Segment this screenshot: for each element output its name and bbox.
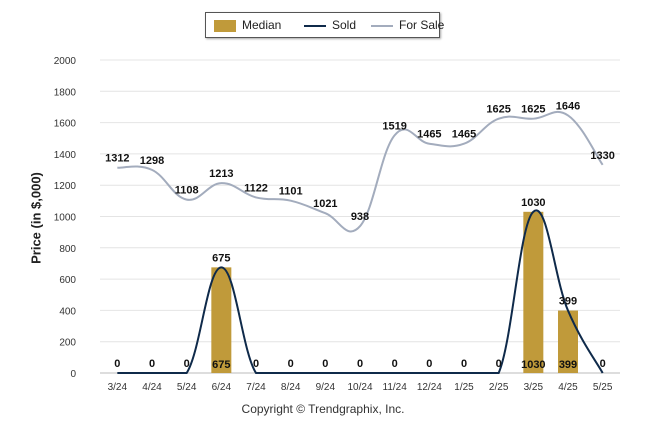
sold-data-label: 0 <box>496 358 502 370</box>
y-tick-label: 1800 <box>54 87 77 98</box>
x-tick-label: 11/24 <box>383 382 408 393</box>
y-tick-label: 2000 <box>54 56 77 67</box>
x-tick-label: 9/24 <box>316 382 336 393</box>
median-data-label: 399 <box>559 359 577 371</box>
sold-data-label: 0 <box>322 358 328 370</box>
x-tick-label: 3/24 <box>108 382 128 393</box>
sold-data-label: 399 <box>559 296 577 308</box>
legend-sold-label: Sold <box>332 18 357 32</box>
y-axis-label: Price (in $,000) <box>28 172 44 264</box>
forsale-data-label: 1021 <box>313 198 337 210</box>
x-tick-label: 4/25 <box>558 382 578 393</box>
y-tick-label: 400 <box>59 306 76 317</box>
x-tick-label: 8/24 <box>281 382 301 393</box>
forsale-data-label: 1213 <box>209 168 233 180</box>
forsale-data-label: 1519 <box>382 120 406 132</box>
sold-data-label: 0 <box>461 358 467 370</box>
x-tick-label: 4/24 <box>142 382 162 393</box>
forsale-data-label: 1625 <box>486 104 510 116</box>
x-tick-label: 12/24 <box>417 382 442 393</box>
sold-data-label: 0 <box>357 358 363 370</box>
y-tick-label: 1400 <box>54 150 77 161</box>
sold-data-label: 0 <box>288 358 294 370</box>
legend-median-label: Median <box>242 18 282 32</box>
x-tick-label: 3/25 <box>524 382 544 393</box>
forsale-data-label: 1101 <box>279 186 303 198</box>
y-tick-label: 1000 <box>54 213 77 224</box>
sold-data-label: 0 <box>149 358 155 370</box>
x-tick-label: 1/25 <box>454 382 474 393</box>
forsale-data-label: 1625 <box>521 104 545 116</box>
legend-median-swatch <box>214 20 236 32</box>
forsale-data-label: 1465 <box>417 129 441 141</box>
forsale-data-label: 1312 <box>105 153 129 165</box>
forsale-data-label: 1465 <box>452 129 476 141</box>
sold-data-label: 0 <box>114 358 120 370</box>
median-bar <box>211 267 232 373</box>
forsale-data-label: 1108 <box>175 185 199 197</box>
sold-data-label: 0 <box>426 358 432 370</box>
sold-data-label: 0 <box>392 358 398 370</box>
x-tick-label: 6/24 <box>212 382 232 393</box>
sold-data-label: 0 <box>184 358 190 370</box>
x-tick-label: 2/25 <box>489 382 509 393</box>
y-tick-label: 1600 <box>54 119 77 130</box>
sold-data-label: 675 <box>212 252 230 264</box>
legend-forsale-swatch <box>371 25 393 27</box>
y-tick-label: 1200 <box>54 181 77 192</box>
y-tick-label: 0 <box>70 369 76 380</box>
x-tick-label: 5/25 <box>593 382 613 393</box>
forsale-data-label: 1646 <box>556 100 580 112</box>
y-tick-label: 800 <box>59 244 76 255</box>
x-tick-label: 5/24 <box>177 382 197 393</box>
forsale-data-label: 938 <box>351 211 369 223</box>
legend: Median Sold For Sale <box>205 12 444 38</box>
sold-line <box>117 209 604 374</box>
forsale-data-label: 1298 <box>140 155 164 167</box>
copyright-text: Copyright © Trendgraphix, Inc. <box>241 402 405 416</box>
median-bar <box>558 310 578 373</box>
forsale-line <box>117 110 604 233</box>
median-bar <box>523 211 544 373</box>
sold-data-label: 1030 <box>521 197 545 209</box>
sold-data-label: 0 <box>600 358 606 370</box>
forsale-data-label: 1330 <box>590 150 614 162</box>
median-data-label: 675 <box>212 359 230 371</box>
legend-forsale-label: For Sale <box>399 18 445 32</box>
sold-data-label: 0 <box>253 358 259 370</box>
forsale-data-label: 1122 <box>244 182 268 194</box>
y-tick-label: 200 <box>59 338 76 349</box>
x-tick-label: 10/24 <box>347 382 372 393</box>
x-tick-label: 7/24 <box>246 382 266 393</box>
median-data-label: 1030 <box>521 359 545 371</box>
legend-sold-swatch <box>304 25 326 27</box>
y-tick-label: 600 <box>59 275 76 286</box>
